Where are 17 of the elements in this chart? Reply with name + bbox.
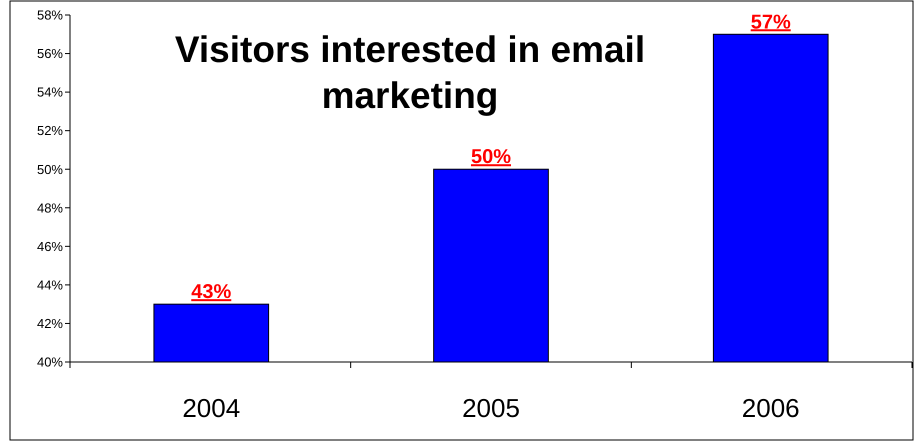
data-label: 57% — [750, 11, 791, 34]
y-tick-label: 54% — [36, 84, 64, 100]
data-label: 50% — [470, 146, 512, 168]
y-tick-label: 42% — [36, 316, 64, 331]
x-tick-label: 2004 — [182, 393, 240, 423]
data-label: 43% — [191, 281, 232, 304]
x-tick-label: 2006 — [742, 393, 800, 423]
y-tick-label: 46% — [36, 238, 64, 254]
y-tick-label: 40% — [36, 354, 64, 370]
y-tick-label: 50% — [36, 162, 64, 177]
y-tick-label: 48% — [36, 200, 64, 216]
y-tick-label: 44% — [36, 277, 64, 292]
y-tick-label: 58% — [36, 8, 64, 23]
text: Visitors interested in email marketing — [174, 29, 646, 116]
y-tick-label: 52% — [36, 123, 64, 138]
y-tick-label: 56% — [36, 46, 64, 62]
x-tick-label: 2005 — [462, 393, 520, 423]
